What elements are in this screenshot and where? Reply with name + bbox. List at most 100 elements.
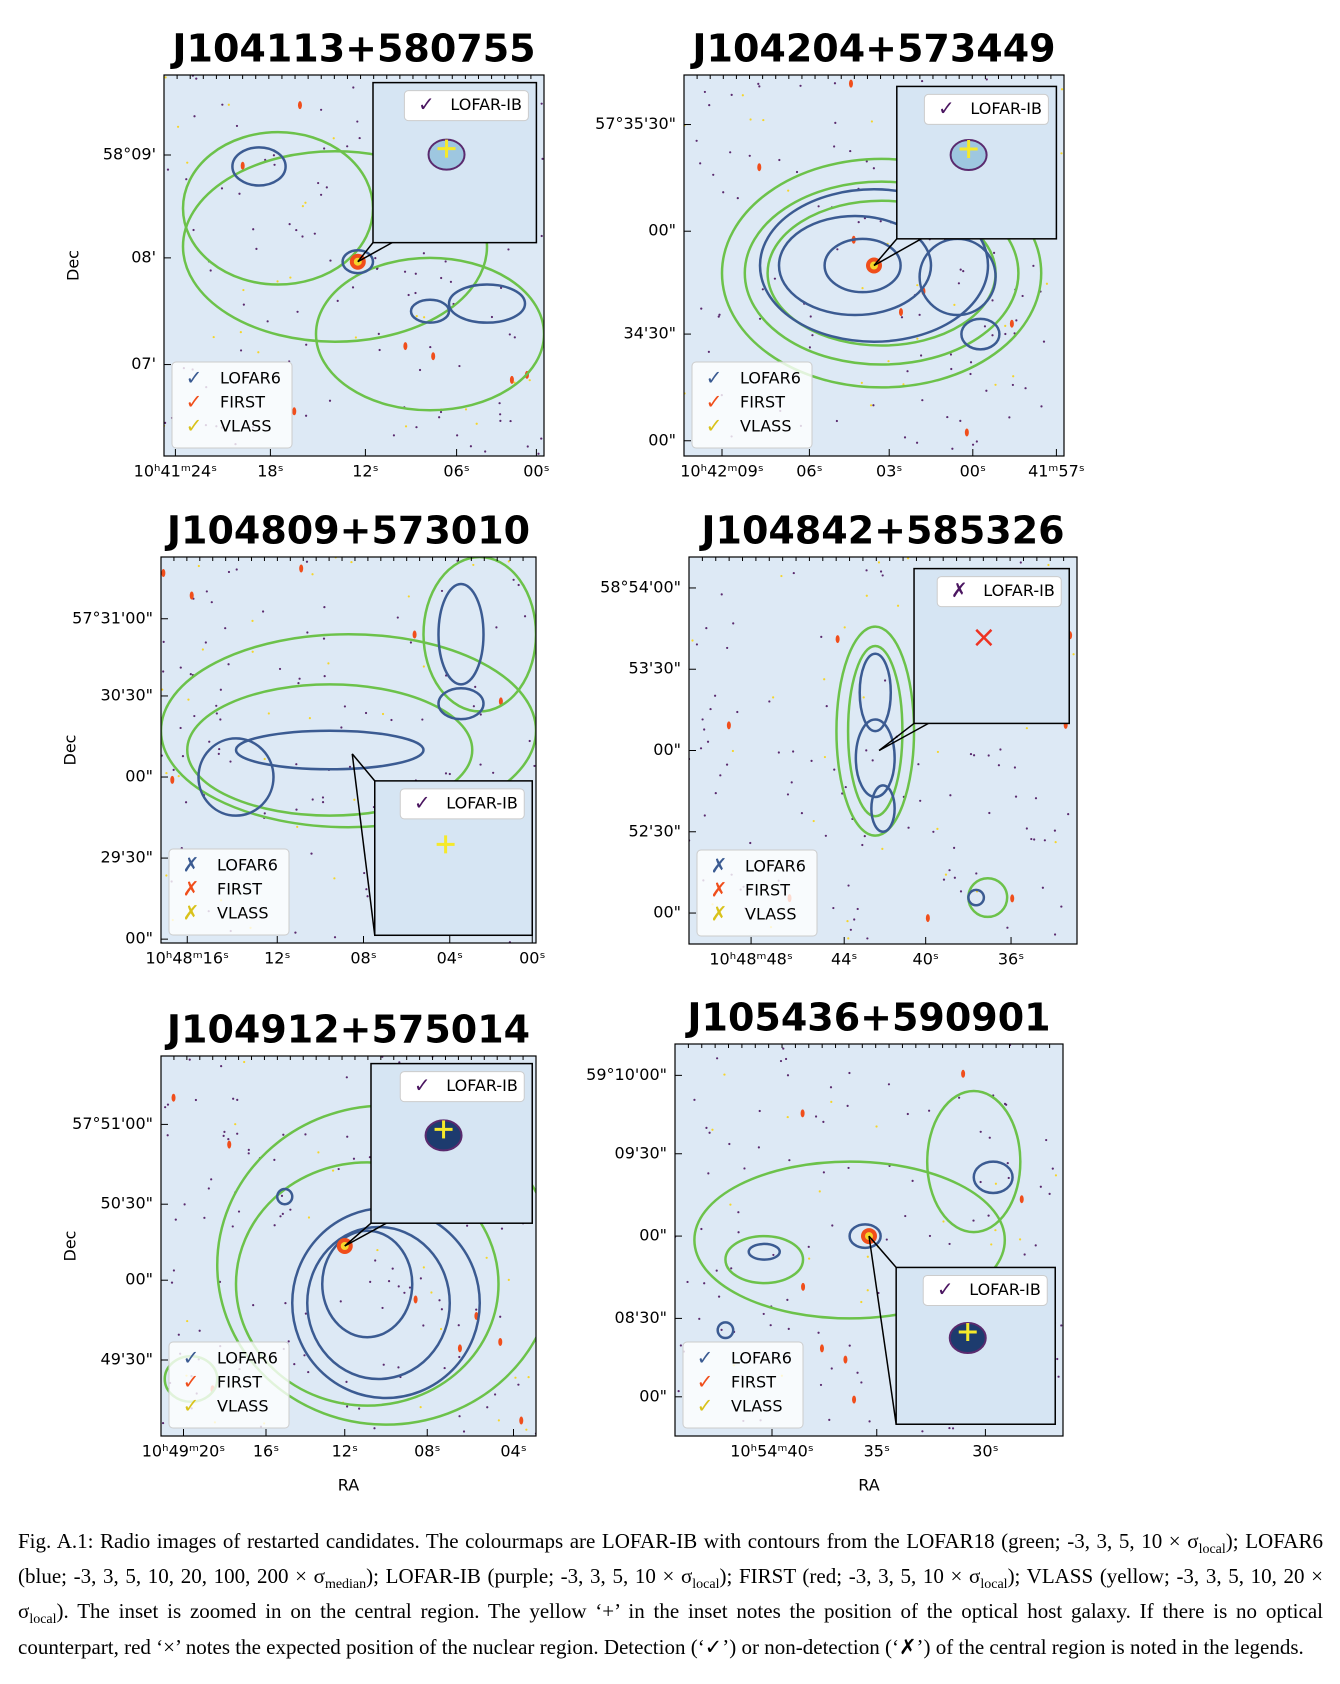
- noise: [808, 1257, 811, 1260]
- noise: [865, 594, 868, 597]
- noise: [695, 139, 698, 142]
- noise: [862, 696, 865, 699]
- noise: [528, 739, 531, 743]
- noise: [475, 1308, 478, 1311]
- noise: [415, 426, 418, 429]
- legend-label: FIRST: [731, 1373, 776, 1392]
- noise: [695, 643, 699, 646]
- noise: [220, 1065, 223, 1068]
- first-contour: [848, 79, 853, 88]
- noise: [1045, 282, 1049, 285]
- noise: [304, 1133, 307, 1136]
- y-tick-label: 00": [648, 221, 676, 240]
- lofar6-contour: [777, 214, 933, 317]
- legend-mark: ✗: [711, 854, 728, 878]
- noise: [540, 437, 543, 440]
- noise: [407, 595, 410, 598]
- noise: [219, 718, 222, 721]
- noise: [414, 272, 417, 275]
- noise: [1060, 1324, 1063, 1327]
- noise: [786, 1074, 790, 1077]
- noise: [273, 1158, 276, 1161]
- first-contour: [961, 1069, 966, 1078]
- noise: [235, 124, 239, 128]
- noise: [904, 1214, 907, 1218]
- noise: [866, 1289, 869, 1292]
- noise: [343, 705, 347, 708]
- noise: [492, 771, 495, 774]
- noise: [378, 348, 381, 352]
- legend-label: VLASS: [740, 417, 791, 436]
- noise: [705, 627, 708, 630]
- noise: [295, 763, 298, 766]
- noise: [853, 918, 856, 921]
- noise: [517, 583, 520, 587]
- noise: [749, 118, 752, 121]
- noise: [220, 187, 224, 190]
- first-contour: [412, 630, 417, 639]
- noise: [499, 419, 502, 422]
- legend-label: LOFAR6: [745, 857, 806, 876]
- first-contour: [835, 635, 840, 644]
- noise: [849, 928, 852, 931]
- noise: [726, 646, 729, 650]
- legend-label: FIRST: [740, 393, 785, 412]
- noise: [313, 232, 316, 235]
- noise: [769, 1324, 772, 1327]
- noise: [972, 754, 976, 757]
- first-contour: [161, 569, 166, 578]
- noise: [844, 785, 847, 789]
- legend-mark: ✓: [183, 1346, 200, 1370]
- legend-mark: ✗: [183, 877, 200, 901]
- noise: [1042, 340, 1046, 343]
- noise: [456, 434, 459, 437]
- noise: [333, 877, 336, 880]
- inset-legend-label: LOFAR-IB: [969, 1280, 1041, 1299]
- noise: [267, 712, 270, 715]
- legend-box: [171, 361, 293, 449]
- noise: [1048, 1192, 1051, 1195]
- inset-legend-box: [399, 788, 525, 820]
- noise: [729, 1203, 732, 1206]
- noise: [731, 749, 734, 753]
- noise: [440, 276, 443, 280]
- noise: [865, 749, 868, 752]
- noise: [811, 334, 814, 337]
- noise: [201, 648, 204, 651]
- noise: [1067, 813, 1070, 816]
- noise: [979, 1130, 982, 1133]
- noise: [239, 331, 242, 334]
- legend-mark: ✓: [706, 390, 723, 414]
- y-tick-label: 07': [131, 354, 156, 373]
- noise: [1047, 563, 1050, 567]
- noise: [517, 1383, 520, 1386]
- inset-legend-label: LOFAR-IB: [970, 99, 1042, 118]
- noise: [715, 1269, 718, 1272]
- noise: [172, 768, 175, 771]
- noise: [438, 1299, 441, 1302]
- noise: [219, 688, 222, 691]
- noise: [949, 353, 953, 356]
- first-contour: [413, 1295, 418, 1304]
- noise: [906, 370, 909, 373]
- noise: [983, 325, 987, 328]
- caption-subscript: local: [980, 1577, 1008, 1593]
- noise: [261, 610, 265, 613]
- first-contour: [898, 308, 903, 317]
- noise: [415, 315, 418, 318]
- lofar6-contour: [321, 1229, 414, 1339]
- noise: [193, 115, 196, 118]
- lofar6-contour: [747, 1242, 782, 1261]
- noise: [466, 1224, 469, 1227]
- noise: [725, 763, 729, 766]
- noise: [953, 876, 956, 879]
- lofar18-contour: [234, 1161, 500, 1407]
- frame: [674, 1043, 1064, 1437]
- noise: [500, 1227, 504, 1230]
- noise: [181, 755, 185, 758]
- noise: [917, 763, 920, 766]
- caption-subscript: local: [1198, 1542, 1226, 1558]
- noise: [340, 726, 343, 729]
- noise: [1051, 1167, 1054, 1170]
